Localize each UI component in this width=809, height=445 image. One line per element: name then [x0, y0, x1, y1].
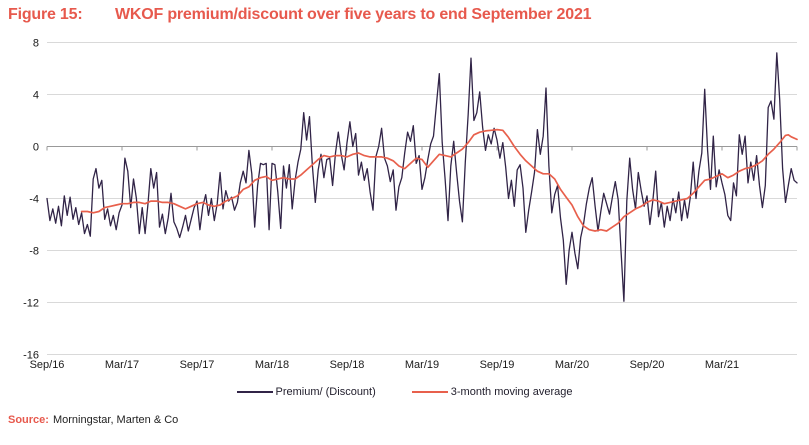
svg-text:Sep/20: Sep/20 [630, 359, 665, 371]
page-title: Figure 15: WKOF premium/discount over fiv… [8, 6, 592, 24]
legend-label-moving-average: 3-month moving average [450, 386, 573, 398]
svg-text:Sep/19: Sep/19 [480, 359, 515, 371]
source-text: Morningstar, Marten & Co [52, 414, 179, 426]
legend-label-premium: Premium/ (Discount) [275, 386, 376, 398]
svg-text:Mar/21: Mar/21 [705, 359, 739, 371]
svg-text:Mar/19: Mar/19 [405, 359, 439, 371]
source-label: Source: [8, 414, 49, 426]
svg-text:Mar/17: Mar/17 [105, 359, 139, 371]
figure-label: Figure 15: [8, 6, 83, 23]
svg-text:-12: -12 [23, 298, 39, 310]
source-line: Source: Morningstar, Marten & Co [8, 414, 178, 426]
svg-text:0: 0 [33, 142, 39, 154]
svg-text:Sep/16: Sep/16 [30, 359, 65, 371]
svg-text:-16: -16 [23, 350, 39, 362]
svg-text:Mar/18: Mar/18 [255, 359, 289, 371]
svg-text:Mar/20: Mar/20 [555, 359, 589, 371]
svg-text:4: 4 [33, 90, 39, 102]
figure-title-text: WKOF premium/discount over five years to… [115, 6, 592, 23]
legend-item-premium: Premium/ (Discount) [236, 386, 376, 398]
svg-text:-4: -4 [29, 194, 39, 206]
svg-text:Sep/17: Sep/17 [180, 359, 215, 371]
legend: Premium/ (Discount) 3-month moving avera… [0, 386, 809, 398]
premium-line-swatch-icon [236, 391, 273, 393]
svg-text:Sep/18: Sep/18 [330, 359, 365, 371]
moving-average-line-swatch-icon [411, 391, 448, 393]
svg-text:8: 8 [33, 38, 39, 50]
legend-item-moving-average: 3-month moving average [411, 386, 573, 398]
svg-text:-8: -8 [29, 246, 39, 258]
